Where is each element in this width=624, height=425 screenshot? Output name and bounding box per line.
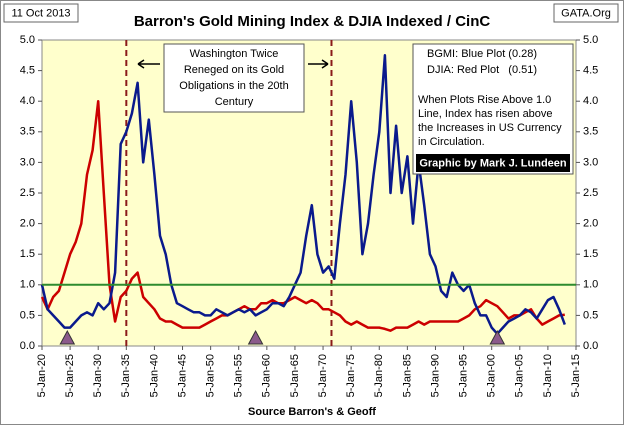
x-tick-label: 5-Jan-70 bbox=[317, 354, 329, 397]
x-tick-label: 5-Jan-65 bbox=[289, 354, 301, 397]
x-tick-label: 5-Jan-80 bbox=[373, 354, 385, 397]
legend-note: BGMI: Blue Plot (0.28) bbox=[427, 48, 537, 60]
x-tick-label: 5-Jan-95 bbox=[457, 354, 469, 397]
x-tick-label: 5-Jan-20 bbox=[36, 354, 48, 397]
y-tick-label: 1.5 bbox=[20, 248, 35, 260]
explanation-line: Line, Index has risen above bbox=[418, 108, 553, 120]
y-tick-label: 4.0 bbox=[20, 95, 35, 107]
explanation-line: When Plots Rise Above 1.0 bbox=[418, 94, 551, 106]
triangle-marker bbox=[489, 329, 506, 345]
plot-layer bbox=[38, 39, 580, 350]
y-tick-label: 1.0 bbox=[20, 279, 35, 291]
y2-tick-label: 0.5 bbox=[583, 309, 598, 321]
annotation-line: Washington Twice bbox=[190, 48, 279, 60]
triangle-marker bbox=[59, 329, 76, 345]
x-tick-label: 5-Jan-55 bbox=[233, 354, 245, 397]
y2-tick-label: 4.0 bbox=[583, 95, 598, 107]
y2-tick-label: 2.5 bbox=[583, 187, 598, 199]
x-tick-label: 5-Jan-40 bbox=[148, 354, 160, 397]
x-tick-label: 5-Jan-45 bbox=[176, 354, 188, 397]
x-tick-label: 5-Jan-75 bbox=[345, 354, 357, 397]
y2-tick-label: 1.5 bbox=[583, 248, 598, 260]
date-label: 11 Oct 2013 bbox=[11, 7, 70, 19]
x-axis-label: Source Barron's & Geoff bbox=[248, 406, 376, 418]
date-box bbox=[3, 3, 79, 23]
explanation-line: in Circulation. bbox=[418, 136, 485, 148]
triangle-marker bbox=[247, 329, 264, 345]
x-tick-label: 5-Jan-50 bbox=[205, 354, 217, 397]
x-tick-label: 5-Jan-15 bbox=[570, 354, 582, 397]
y-tick-label: 0.0 bbox=[20, 340, 35, 352]
y-tick-label: 3.0 bbox=[20, 156, 35, 168]
x-tick-label: 5-Jan-05 bbox=[514, 354, 526, 397]
x-tick-label: 5-Jan-60 bbox=[261, 354, 273, 397]
arrow-right bbox=[308, 59, 329, 69]
explanation-line: the Increases in US Currency bbox=[418, 122, 562, 134]
y2-tick-label: 1.0 bbox=[583, 279, 598, 291]
y2-tick-label: 3.5 bbox=[583, 126, 598, 138]
y2-tick-label: 3.0 bbox=[583, 156, 598, 168]
x-tick-label: 5-Jan-30 bbox=[92, 354, 104, 397]
y-tick-label: 2.5 bbox=[20, 187, 35, 199]
credit: Graphic by Mark J. Lundeen bbox=[419, 157, 567, 169]
annotation-line: Reneged on its Gold bbox=[184, 64, 284, 76]
annotation-line: Obligations in the 20th bbox=[179, 80, 288, 92]
x-tick-label: 5-Jan-35 bbox=[120, 354, 132, 397]
x-tick-label: 5-Jan-90 bbox=[429, 354, 441, 397]
arrow-left bbox=[137, 59, 160, 69]
source-box bbox=[553, 3, 619, 23]
annotation-box bbox=[163, 43, 305, 113]
legend-box bbox=[412, 43, 574, 175]
y-tick-label: 4.5 bbox=[20, 65, 35, 77]
x-tick-label: 5-Jan-00 bbox=[486, 354, 498, 397]
legend-note: DJIA: Red Plot (0.51) bbox=[427, 64, 537, 76]
source-tag: GATA.Org bbox=[561, 7, 611, 19]
y2-tick-label: 2.0 bbox=[583, 218, 598, 230]
y-tick-label: 0.5 bbox=[20, 309, 35, 321]
credit-box bbox=[416, 154, 570, 172]
series-line bbox=[40, 54, 566, 336]
x-tick-label: 5-Jan-10 bbox=[542, 354, 554, 397]
y-tick-label: 5.0 bbox=[20, 34, 35, 46]
y2-tick-label: 0.0 bbox=[583, 340, 598, 352]
x-tick-label: 5-Jan-25 bbox=[64, 354, 76, 397]
y2-tick-label: 5.0 bbox=[583, 34, 598, 46]
y-tick-label: 3.5 bbox=[20, 126, 35, 138]
annotation-line: Century bbox=[215, 96, 254, 108]
y2-tick-label: 4.5 bbox=[583, 65, 598, 77]
y-tick-label: 2.0 bbox=[20, 218, 35, 230]
chart-title: Barron's Gold Mining Index & DJIA Indexe… bbox=[134, 13, 491, 30]
x-tick-label: 5-Jan-85 bbox=[401, 354, 413, 397]
